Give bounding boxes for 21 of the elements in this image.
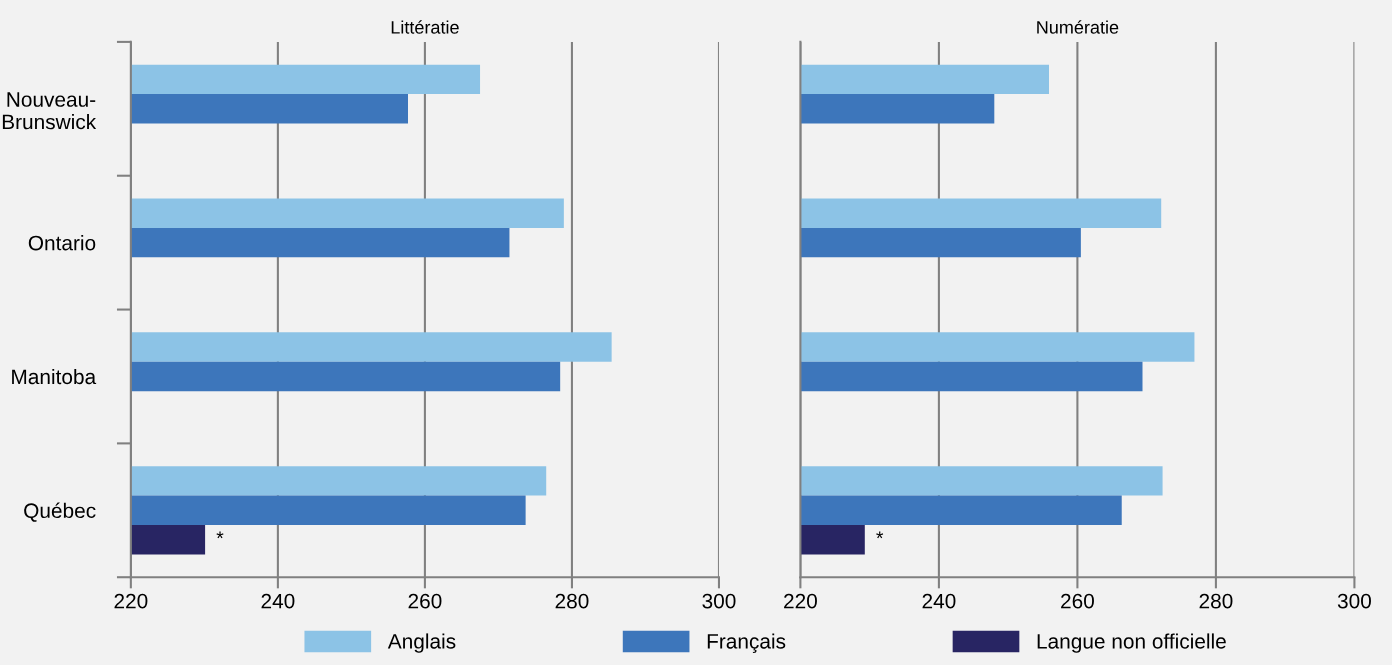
- chart-title: Littératie: [391, 20, 459, 34]
- x-tick-label: 240: [922, 593, 956, 609]
- annotation: *: [876, 531, 884, 539]
- x-tick-label: 240: [261, 593, 295, 609]
- x-tick-label: 220: [114, 593, 148, 609]
- x-tick-label: 300: [1337, 593, 1371, 609]
- y-tick-label: Ontario: [28, 235, 96, 251]
- annotation: *: [216, 531, 224, 539]
- x-tick-label: 220: [784, 593, 817, 609]
- y-tick-label: Nouveau- Brunswick: [2, 92, 97, 130]
- x-tick-label: 280: [555, 593, 589, 609]
- legend-label: Français: [707, 633, 786, 653]
- legend-label: Langue non officielle: [1037, 633, 1226, 653]
- chart-title: Numératie: [1037, 20, 1119, 34]
- x-tick-label: 300: [702, 593, 736, 609]
- legend-label: Anglais: [387, 633, 456, 653]
- x-tick-label: 260: [1061, 593, 1094, 609]
- y-tick-label: Manitoba: [12, 368, 97, 385]
- x-tick-label: 260: [408, 593, 442, 609]
- y-tick-label: Québec: [24, 502, 96, 522]
- x-tick-label: 280: [1199, 593, 1233, 609]
